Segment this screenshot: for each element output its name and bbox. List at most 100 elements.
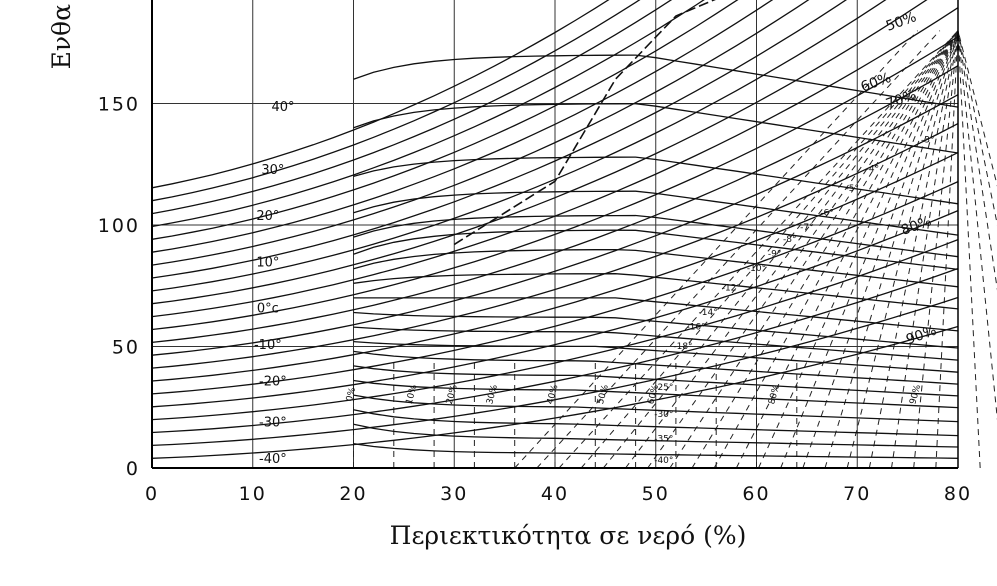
percent-label: 80% (899, 213, 934, 239)
isotherm-label: 30° (261, 163, 284, 178)
x-tick-label: 10 (239, 483, 267, 505)
grid (152, 0, 958, 468)
dashed-line (536, 30, 941, 469)
dashed-line (957, 30, 981, 469)
dashed-line (691, 30, 959, 469)
plot-frame (151, 0, 959, 469)
ice-isotherm-line (353, 409, 959, 437)
isotherm-line (151, 152, 959, 382)
ice-isotherm-line (353, 443, 959, 459)
isotherm-line (151, 181, 959, 395)
dashed-line (891, 30, 959, 469)
isotherm-label: -6° (820, 208, 833, 218)
isotherm-label: 40° (271, 100, 294, 115)
ice-isotherm-line (353, 248, 959, 288)
isotherm-label: -9° (768, 250, 781, 260)
isotherm-line (151, 123, 959, 369)
isotherm-label: -35° (654, 434, 673, 444)
dashed-line (602, 30, 959, 469)
apex-boundary (453, 0, 716, 246)
x-tick-label: 0 (145, 483, 159, 505)
isotherm-label: -20° (259, 374, 287, 389)
axes: Περιεκτικότητα σε νερό (%) Ενθα 0 10 20 30 4… (47, 4, 972, 550)
ice-isotherm-line (353, 297, 959, 332)
dashed-line (735, 30, 959, 469)
dashed-line (580, 30, 959, 469)
isotherm-line (151, 210, 959, 408)
dashed-line (802, 30, 959, 469)
dashed-line (780, 30, 959, 469)
isotherm-line (151, 238, 959, 421)
isotherm-line (151, 0, 739, 240)
ice-isotherm-line (353, 190, 959, 236)
percent-label: 60% (859, 70, 894, 96)
solid-percent-label: 30% (485, 383, 500, 405)
isotherm-label: -40° (654, 456, 673, 466)
y-axis-label: Ενθα (47, 4, 76, 69)
x-tick-label: 50 (642, 483, 670, 505)
isotherm-label: -18° (673, 342, 692, 352)
isotherm-line (151, 0, 610, 189)
percent-label: 70% (884, 87, 919, 113)
ice-isotherm-line (353, 54, 959, 108)
ice-isotherm-line (353, 214, 959, 258)
isotherm-curves (151, 0, 959, 459)
isotherm-line (151, 0, 641, 202)
ice-isotherm-line (353, 365, 959, 397)
ice-isotherm-line (353, 326, 959, 361)
y-tick-label: 0 (126, 458, 140, 480)
ice-isotherm-line (353, 340, 959, 373)
x-axis-label: Περιεκτικότητα σε νερό (%) (390, 521, 747, 550)
ice-isotherm-line (353, 311, 959, 349)
isotherm-line (151, 36, 959, 331)
ice-isotherm-line (353, 423, 959, 448)
y-tick-label: 50 (112, 337, 140, 359)
x-tick-label: 70 (843, 483, 871, 505)
isotherm-label: 20° (256, 209, 279, 224)
solid-percent-label: 80% (767, 383, 782, 405)
x-tick-label: 30 (440, 483, 468, 505)
dashed-line (957, 30, 997, 421)
solid-percent-label: 20% (445, 383, 460, 405)
ice-isotherm-line (353, 273, 959, 310)
ice-isotherm-line (353, 229, 959, 271)
isotherm-line (151, 0, 928, 305)
solid-percent-label: 50% (596, 383, 611, 405)
isotherm-label: 10° (256, 255, 279, 270)
isotherm-label: -4° (866, 165, 879, 175)
ice-isotherm-line (353, 156, 959, 205)
isotherm-label: -40° (259, 452, 287, 467)
solid-percent-label: 40% (546, 383, 561, 405)
isotherm-label: -10° (254, 338, 282, 353)
isotherm-line (151, 296, 959, 447)
dashed-line (913, 30, 959, 469)
ice-isotherm-line (353, 103, 959, 154)
isotherm-label: -25° (654, 383, 673, 393)
isotherm-line (151, 267, 959, 434)
isotherm-label: -10° (747, 264, 766, 274)
isotherm-label: -5° (845, 184, 858, 194)
dashed-line (957, 30, 997, 187)
isotherm-label: -3° (921, 135, 934, 145)
y-tick-label: 100 (98, 215, 140, 237)
x-tick-label: 80 (944, 483, 972, 505)
ice-isotherm-line (353, 394, 959, 423)
isotherm-line (151, 0, 810, 266)
x-tick-label: 20 (339, 483, 367, 505)
isotherm-label: 0°c (257, 301, 279, 316)
percent-label: 50% (884, 9, 919, 35)
isotherm-label: -30° (654, 410, 673, 420)
isotherm-label: -16° (686, 322, 705, 332)
dashed-line (868, 30, 959, 469)
isotherm-line (151, 0, 673, 215)
x-tick-label: 40 (541, 483, 569, 505)
dashed-line (935, 30, 959, 469)
isotherm-line (151, 0, 848, 279)
dashed-line (758, 30, 959, 469)
isotherm-line (151, 94, 959, 356)
isotherm-label: -14° (699, 308, 718, 318)
isotherm-label: -7° (800, 223, 813, 233)
y-tick-label: 150 (98, 94, 140, 116)
isotherm-line (151, 0, 887, 292)
